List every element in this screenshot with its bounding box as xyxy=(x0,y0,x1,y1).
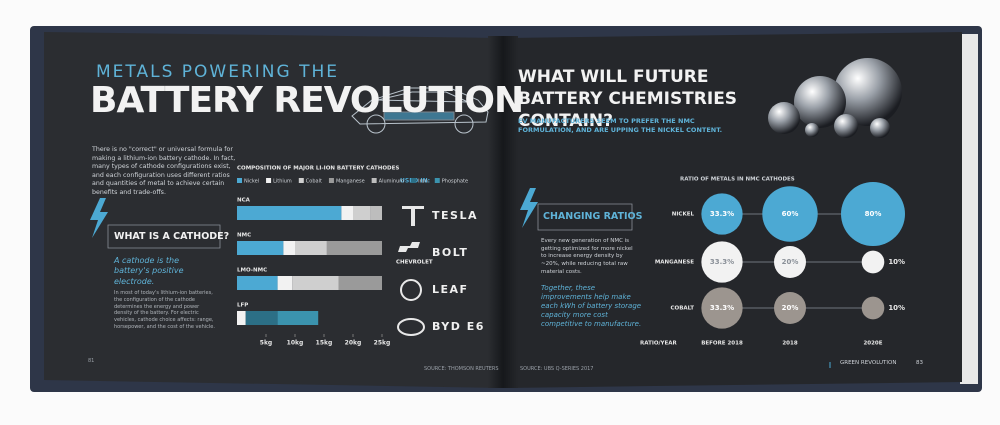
legend-swatch xyxy=(434,178,440,183)
bar-segment xyxy=(370,206,382,220)
value-label: 10% xyxy=(888,304,905,312)
value-label: 20% xyxy=(782,258,799,266)
box-body: Every new generation of NMC is getting o… xyxy=(541,238,633,275)
lightning-icon xyxy=(90,198,108,238)
bar-segment xyxy=(295,241,327,255)
bar-segment xyxy=(326,241,382,255)
page-number: 81 xyxy=(88,358,95,364)
legend-label: Aluminum xyxy=(379,179,405,185)
heading-frame xyxy=(107,224,221,249)
legend-label: Manganese xyxy=(336,179,365,185)
legend-swatch xyxy=(266,178,272,183)
brand-name: LEAF xyxy=(432,283,469,296)
source: SOURCE: UBS Q-SERIES 2017 xyxy=(520,366,594,372)
chart-title: RATIO OF METALS IN NMC CATHODES xyxy=(680,177,795,183)
brand-name: BOLT xyxy=(432,246,468,259)
intro-text: There is no "correct" or universal formu… xyxy=(92,146,236,196)
legend-swatch xyxy=(411,178,417,183)
brand-subname: CHEVROLET xyxy=(396,260,433,266)
x-tick-label: 5kg xyxy=(260,340,272,347)
bar-segment xyxy=(277,276,293,290)
brand-name: TESLA xyxy=(432,209,478,222)
spine xyxy=(488,36,518,388)
value-label: 60% xyxy=(782,210,799,218)
column-label: 2020E xyxy=(863,341,882,347)
brand-icons xyxy=(397,206,425,336)
value-label: 33.3% xyxy=(710,258,734,266)
page-number: 83 xyxy=(916,360,923,366)
bar-segment xyxy=(283,241,295,255)
cathode-lead: A cathode is the battery's positive elec… xyxy=(114,256,184,286)
car-illustration xyxy=(351,87,489,134)
metal-spheres xyxy=(768,58,902,138)
bubble xyxy=(701,193,743,235)
x-tick-label: 25kg xyxy=(374,340,391,347)
legend-label: Lithium xyxy=(273,179,292,185)
page-edges xyxy=(960,34,978,384)
section-name: GREEN REVOLUTION xyxy=(840,360,897,366)
category-label: LFP xyxy=(237,303,248,309)
lightning-icon xyxy=(520,188,538,228)
legend-swatch xyxy=(328,178,334,183)
legend-swatch xyxy=(371,178,377,183)
bar-segment xyxy=(237,276,278,290)
column-label: 2018 xyxy=(782,341,797,347)
category-label: NCA xyxy=(237,198,251,204)
legend-label: Nickel xyxy=(244,179,259,185)
chart-title: COMPOSITION OF MAJOR LI-ION BATTERY CATH… xyxy=(237,166,399,172)
x-axis-label: RATIO/YEAR xyxy=(640,341,678,347)
value-label: 33.3% xyxy=(710,210,734,218)
heading-frame xyxy=(537,203,633,231)
brand-name: BYD E6 xyxy=(432,320,485,333)
x-tick-label: 10kg xyxy=(287,340,304,347)
bubble xyxy=(841,182,905,246)
row-label: MANGANESE xyxy=(655,260,694,266)
bar-segment xyxy=(341,206,353,220)
bar-segment xyxy=(237,206,342,220)
box-lead: Together, these improvements help make e… xyxy=(541,284,642,329)
bar-segment xyxy=(338,276,382,290)
value-label: 80% xyxy=(865,210,882,218)
bar-segment xyxy=(277,311,319,325)
category-label: LMO-NMC xyxy=(237,268,267,274)
category-label: NMC xyxy=(237,233,251,239)
bubble xyxy=(701,241,743,283)
legend-label: Iron xyxy=(418,179,428,185)
bubble xyxy=(774,246,806,278)
legend-label: Phosphate xyxy=(442,179,468,185)
bar-segment xyxy=(237,311,246,325)
title-line1: METALS POWERING THE xyxy=(96,62,339,82)
bubble xyxy=(774,292,806,324)
bar-segment xyxy=(245,311,278,325)
cathode-body: In most of today's lithium-ion batteries… xyxy=(114,290,215,330)
value-label: 20% xyxy=(782,304,799,312)
right-subtitle: EV MANUFACTURERS SEEM TO PREFER THE NMC … xyxy=(518,117,723,135)
bar-segment xyxy=(237,241,284,255)
legend-label: Cobalt xyxy=(306,179,322,185)
row-label: NICKEL xyxy=(672,212,695,218)
title-line2: BATTERY REVOLUTION xyxy=(90,80,524,121)
source: SOURCE: THOMSON REUTERS xyxy=(424,366,499,372)
bubble xyxy=(762,186,818,242)
x-tick-label: 20kg xyxy=(345,340,362,347)
value-label: 10% xyxy=(888,258,905,266)
legend-swatch xyxy=(237,178,242,183)
bar-segment xyxy=(353,206,371,220)
legend-swatch xyxy=(298,178,304,183)
row-label: COBALT xyxy=(670,306,694,312)
value-label: 33.3% xyxy=(710,304,734,312)
column-label: BEFORE 2018 xyxy=(701,341,743,347)
cathode-heading: WHAT IS A CATHODE? xyxy=(114,231,230,242)
bubble xyxy=(861,296,885,320)
x-tick-label: 15kg xyxy=(316,340,333,347)
bubble xyxy=(861,250,885,274)
bubble xyxy=(701,287,743,329)
right-title: WHAT WILL FUTURE BATTERY CHEMISTRIES CON… xyxy=(518,67,738,132)
box-heading: CHANGING RATIOS xyxy=(543,211,643,222)
bar-segment xyxy=(292,276,339,290)
